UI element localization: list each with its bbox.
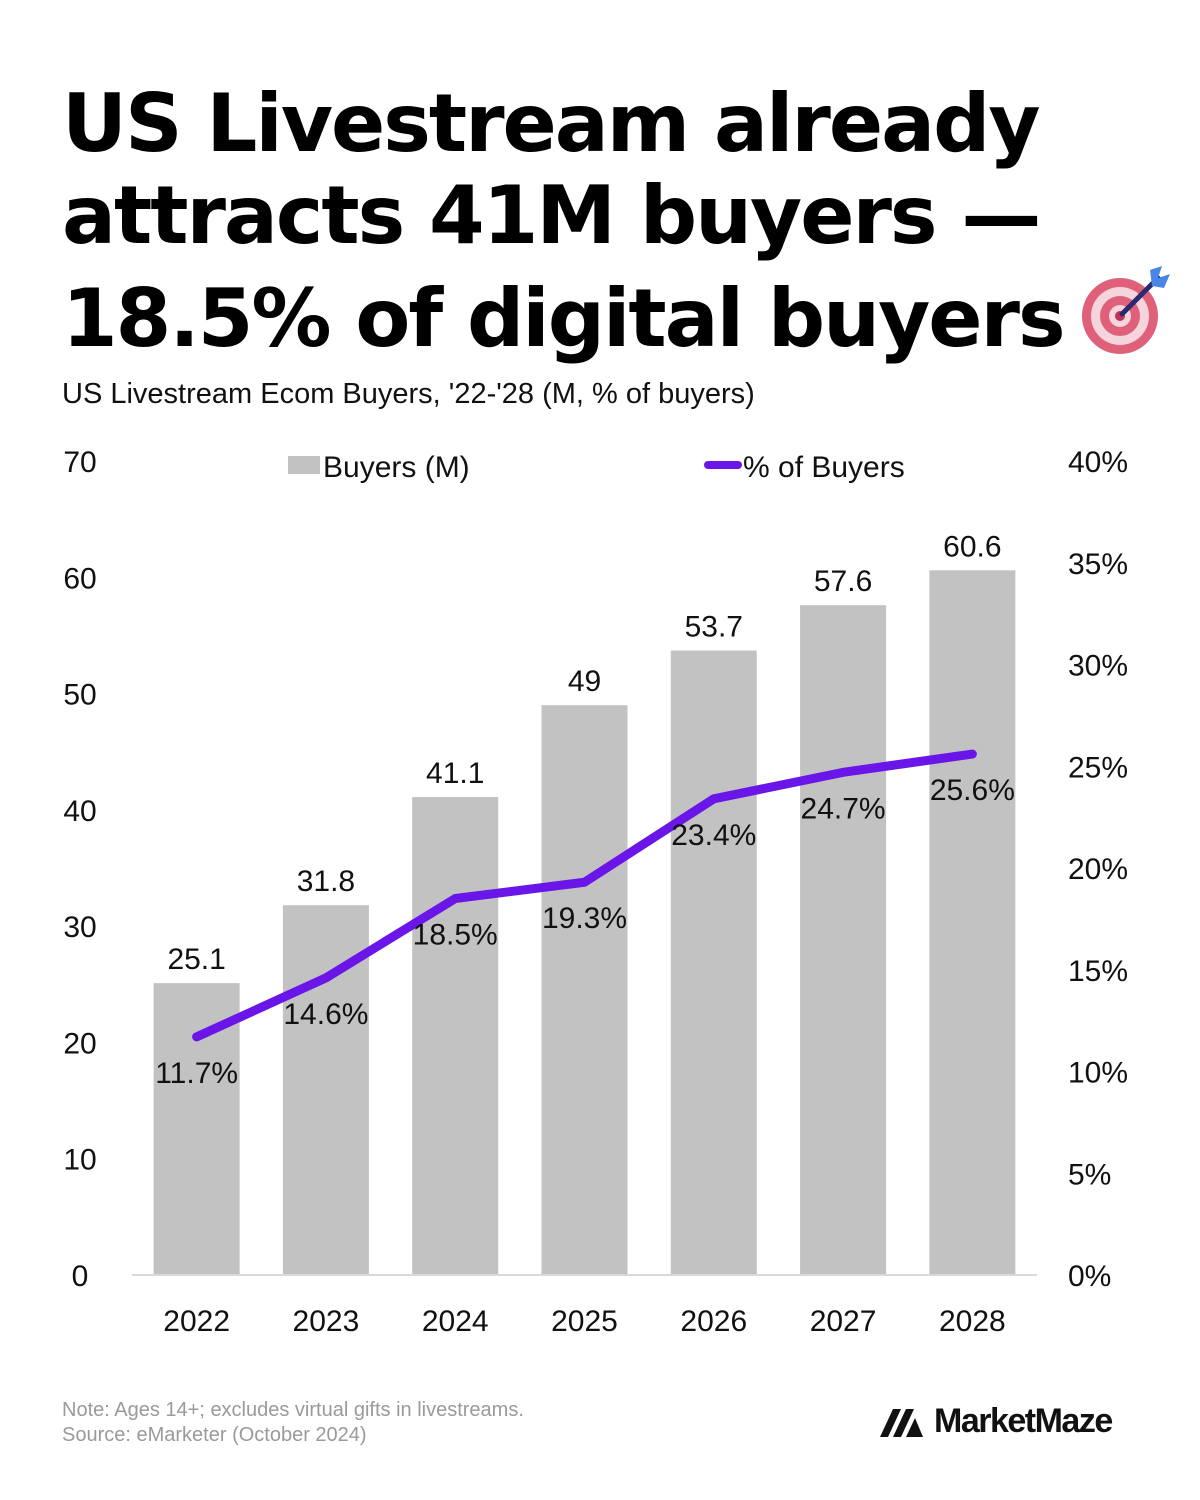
- right-axis-tick-label: 25%: [1068, 751, 1128, 784]
- line-value-label: 14.6%: [283, 998, 368, 1031]
- headline-line-1: US Livestream already: [62, 77, 1041, 170]
- x-axis-tick-label: 2027: [810, 1305, 877, 1338]
- footnote: Note: Ages 14+; excludes virtual gifts i…: [62, 1398, 524, 1448]
- right-axis-tick-label: 10%: [1068, 1057, 1128, 1090]
- source-text: Source: eMarketer (October 2024): [62, 1424, 367, 1446]
- line-value-label: 11.7%: [155, 1057, 238, 1090]
- right-axis-tick-label: 20%: [1068, 853, 1128, 886]
- right-axis-tick-label: 15%: [1068, 955, 1128, 988]
- x-axis-tick-label: 2025: [551, 1305, 618, 1338]
- right-axis-tick-label: 40%: [1068, 446, 1128, 479]
- chart-subtitle: US Livestream Ecom Buyers, '22-'28 (M, %…: [62, 378, 755, 410]
- line-point-2025: [583, 881, 586, 884]
- line-point-2026: [712, 797, 715, 800]
- line-value-label: 18.5%: [413, 919, 498, 952]
- brand-name: MarketMaze: [934, 1402, 1113, 1440]
- line-point-2022: [195, 1035, 198, 1038]
- note-text: Note: Ages 14+; excludes virtual gifts i…: [62, 1399, 524, 1421]
- legend-bars-label: Buyers (M): [323, 451, 470, 484]
- legend-bars-swatch: [288, 456, 320, 474]
- bar-value-label: 31.8: [297, 865, 355, 898]
- right-axis-tick-label: 30%: [1068, 650, 1128, 683]
- bar-value-label: 49: [568, 665, 601, 698]
- left-axis-tick-label: 30: [63, 911, 96, 944]
- headline-line-3-text: 18.5% of digital buyers: [62, 272, 1066, 365]
- bar-value-label: 57.6: [814, 565, 872, 598]
- headline: US Livestream already attracts 41M buyer…: [62, 77, 1170, 365]
- x-axis-tick-label: 2026: [680, 1305, 747, 1338]
- legend-line-label: % of Buyers: [743, 451, 905, 484]
- x-axis-tick-label: 2023: [293, 1305, 360, 1338]
- left-axis-tick-label: 10: [63, 1144, 96, 1177]
- right-axis-tick-label: 0%: [1068, 1260, 1111, 1293]
- line-point-2027: [842, 771, 845, 774]
- line-point-2028: [971, 753, 974, 756]
- line-point-2023: [324, 976, 327, 979]
- headline-line-3: 18.5% of digital buyers: [62, 262, 1170, 365]
- bar-value-label: 25.1: [167, 943, 225, 976]
- bar-2028: [929, 570, 1016, 1275]
- x-axis-tick-label: 2022: [163, 1305, 230, 1338]
- bar-2022: [153, 983, 240, 1275]
- x-axis-tick-label: 2024: [422, 1305, 489, 1338]
- bar-value-label: 53.7: [685, 611, 743, 644]
- headline-line-2: attracts 41M buyers —: [62, 169, 1041, 262]
- line-value-label: 25.6%: [930, 774, 1015, 807]
- line-point-2024: [454, 897, 457, 900]
- line-value-label: 19.3%: [542, 902, 627, 935]
- x-axis-tick-label: 2028: [939, 1305, 1006, 1338]
- left-axis-tick-label: 60: [63, 562, 96, 595]
- left-axis-tick-label: 50: [63, 679, 96, 712]
- bar-2026: [670, 650, 757, 1275]
- combo-chart: 0 10 20 30 40 50 60 70 0% 5% 10% 15% 20% 25% 30% 35% 40%…: [63, 446, 1128, 1338]
- left-axis-tick-label: 20: [63, 1027, 96, 1060]
- right-axis-tick-label: 5%: [1068, 1158, 1111, 1191]
- bar-2024: [412, 797, 499, 1275]
- bar-value-label: 60.6: [943, 530, 1001, 563]
- target-bullseye-icon: [1081, 266, 1170, 354]
- left-axis-tick-label: 40: [63, 795, 96, 828]
- line-value-label: 24.7%: [801, 792, 886, 825]
- brand-logo: MarketMaze: [880, 1402, 1113, 1441]
- bar-2023: [282, 905, 369, 1275]
- right-axis-tick-label: 35%: [1068, 548, 1128, 581]
- bar-value-label: 41.1: [426, 757, 484, 790]
- bar-2027: [800, 605, 887, 1275]
- line-value-label: 23.4%: [671, 819, 756, 852]
- left-axis-tick-label: 70: [63, 446, 96, 479]
- left-axis-tick-label: 0: [72, 1260, 89, 1293]
- marketmaze-logo-icon: [880, 1408, 923, 1437]
- bar-2025: [541, 705, 628, 1275]
